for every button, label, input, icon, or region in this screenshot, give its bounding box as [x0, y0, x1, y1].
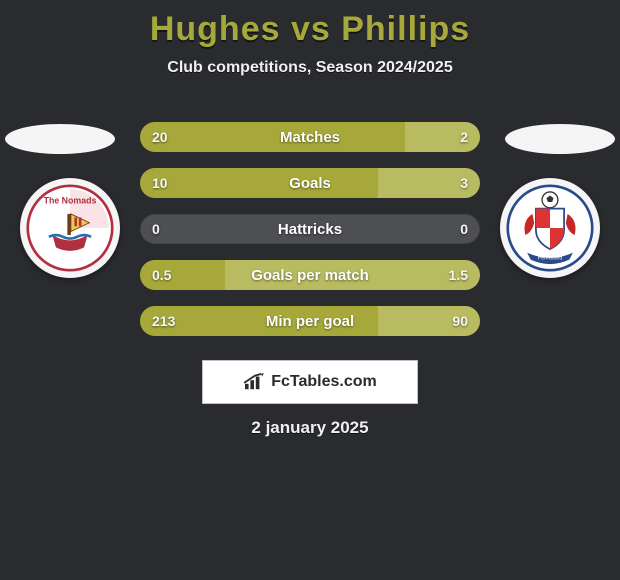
player-marker-left [5, 124, 115, 154]
stats-container: Matches202 Goals103 Hattricks0 0 Goals per m… [140, 122, 480, 352]
club-badge-right: Pen-droed [500, 178, 600, 278]
stat-bar-right [378, 306, 480, 336]
stat-value-left: 0 [152, 214, 160, 244]
club-crest-left-icon: The Nomads [26, 184, 114, 272]
stat-bar-right [378, 168, 480, 198]
stat-label: Hattricks [140, 214, 480, 244]
stat-bar-left [140, 168, 378, 198]
date-text: 2 january 2025 [0, 418, 620, 438]
stat-value-right: 0 [460, 214, 468, 244]
watermark: FcTables.com [202, 360, 418, 404]
stat-bar-left [140, 260, 225, 290]
stat-bar-right [225, 260, 480, 290]
page-title: Hughes vs Phillips [0, 0, 620, 49]
watermark-text: FcTables.com [271, 373, 377, 391]
stat-bar-left [140, 306, 378, 336]
stat-row: Goals103 [140, 168, 480, 198]
club-badge-left: The Nomads [20, 178, 120, 278]
club-crest-right-icon: Pen-droed [506, 184, 594, 272]
svg-text:Pen-droed: Pen-droed [538, 256, 563, 262]
stat-row: Matches202 [140, 122, 480, 152]
chart-icon [243, 373, 265, 391]
stat-bar-right [405, 122, 480, 152]
stat-row: Goals per match0.51.5 [140, 260, 480, 290]
stat-row: Hattricks0 0 [140, 214, 480, 244]
player-marker-right [505, 124, 615, 154]
svg-text:The Nomads: The Nomads [44, 195, 97, 205]
subtitle: Club competitions, Season 2024/2025 [0, 59, 620, 77]
stat-bar-left [140, 122, 405, 152]
stat-row: Min per goal21390 [140, 306, 480, 336]
